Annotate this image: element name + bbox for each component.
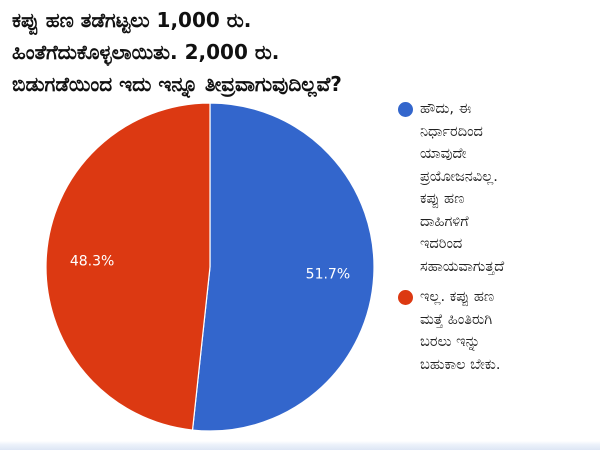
- legend-item-1: ಇಲ್ಲ. ಕಪ್ಪು ಹಣ ಮತ್ತೆ ಹಿಂತಿರುಗಿ ಬರಲು ಇನ್ನು ಬ…: [398, 286, 594, 376]
- legend-label-line: ಸಹಾಯವಾಗುತ್ತದೆ: [420, 258, 505, 275]
- pie-slice-label-1: 48.3%: [70, 254, 114, 270]
- chart-title-line: ಹಿಂತೆಗೆದುಕೊಳ್ಳಲಾಯಿತು. 2,000 ರು.: [12, 40, 280, 64]
- legend-dot-icon: [398, 102, 413, 117]
- legend-item-0: ಹೌದು, ಈ ನಿರ್ಧಾರದಿಂದ ಯಾವುದೇ ಪ್ರಯೋಜನವಿಲ್ಲ. ಕಪ್…: [398, 98, 594, 278]
- legend-label-line: ಮತ್ತೆ ಹಿಂತಿರುಗಿ: [420, 311, 493, 328]
- pie-slice-label-0: 51.7%: [306, 266, 350, 282]
- chart-title-line: ಕಪ್ಪು ಹಣ ತಡೆಗಟ್ಟಲು 1,000 ರು.: [12, 8, 252, 32]
- legend-label-line: ಇದರಿಂದ: [420, 236, 463, 252]
- chart-title: ಕಪ್ಪು ಹಣ ತಡೆಗಟ್ಟಲು 1,000 ರು. ಹಿಂತೆಗೆದುಕೊ…: [12, 4, 594, 100]
- legend-label-line: ಪ್ರಯೋಜನವಿಲ್ಲ.: [420, 168, 498, 185]
- legend-label-line: ಕಪ್ಪು ಹಣ: [420, 191, 465, 207]
- legend-label: ಹೌದು, ಈ ನಿರ್ಧಾರದಿಂದ ಯಾವುದೇ ಪ್ರಯೋಜನವಿಲ್ಲ. ಕಪ್…: [420, 98, 504, 278]
- legend-label-line: ಬರಲು ಇನ್ನು: [420, 334, 481, 350]
- legend-label-line: ದಾಹಿಗಳಿಗೆ: [420, 213, 469, 230]
- chart-title-line: ಬಿಡುಗಡೆಯಿಂದ ಇದು ಇನ್ನೂ ತೀವ್ರವಾಗುವುದಿಲ್ಲವೆ…: [12, 72, 342, 96]
- legend-dot-icon: [398, 290, 413, 305]
- pie-slice-0: [191, 102, 375, 432]
- page-bottom-edge: [0, 441, 600, 450]
- legend-label: ಇಲ್ಲ. ಕಪ್ಪು ಹಣ ಮತ್ತೆ ಹಿಂತಿರುಗಿ ಬರಲು ಇನ್ನು ಬ…: [420, 286, 501, 376]
- legend-label-line: ನಿರ್ಧಾರದಿಂದ: [420, 123, 483, 140]
- legend-label-line: ಇಲ್ಲ. ಕಪ್ಪು ಹಣ: [420, 289, 495, 305]
- legend-label-line: ಹೌದು, ಈ: [420, 101, 472, 117]
- pie-slice-1: [45, 102, 211, 431]
- legend-label-line: ಯಾವುದೇ: [420, 146, 467, 162]
- legend-label-line: ಬಹುಕಾಲ ಬೇಕು.: [420, 356, 501, 373]
- chart-legend: ಹೌದು, ಈ ನಿರ್ಧಾರದಿಂದ ಯಾವುದೇ ಪ್ರಯೋಜನವಿಲ್ಲ. ಕಪ್…: [398, 98, 594, 384]
